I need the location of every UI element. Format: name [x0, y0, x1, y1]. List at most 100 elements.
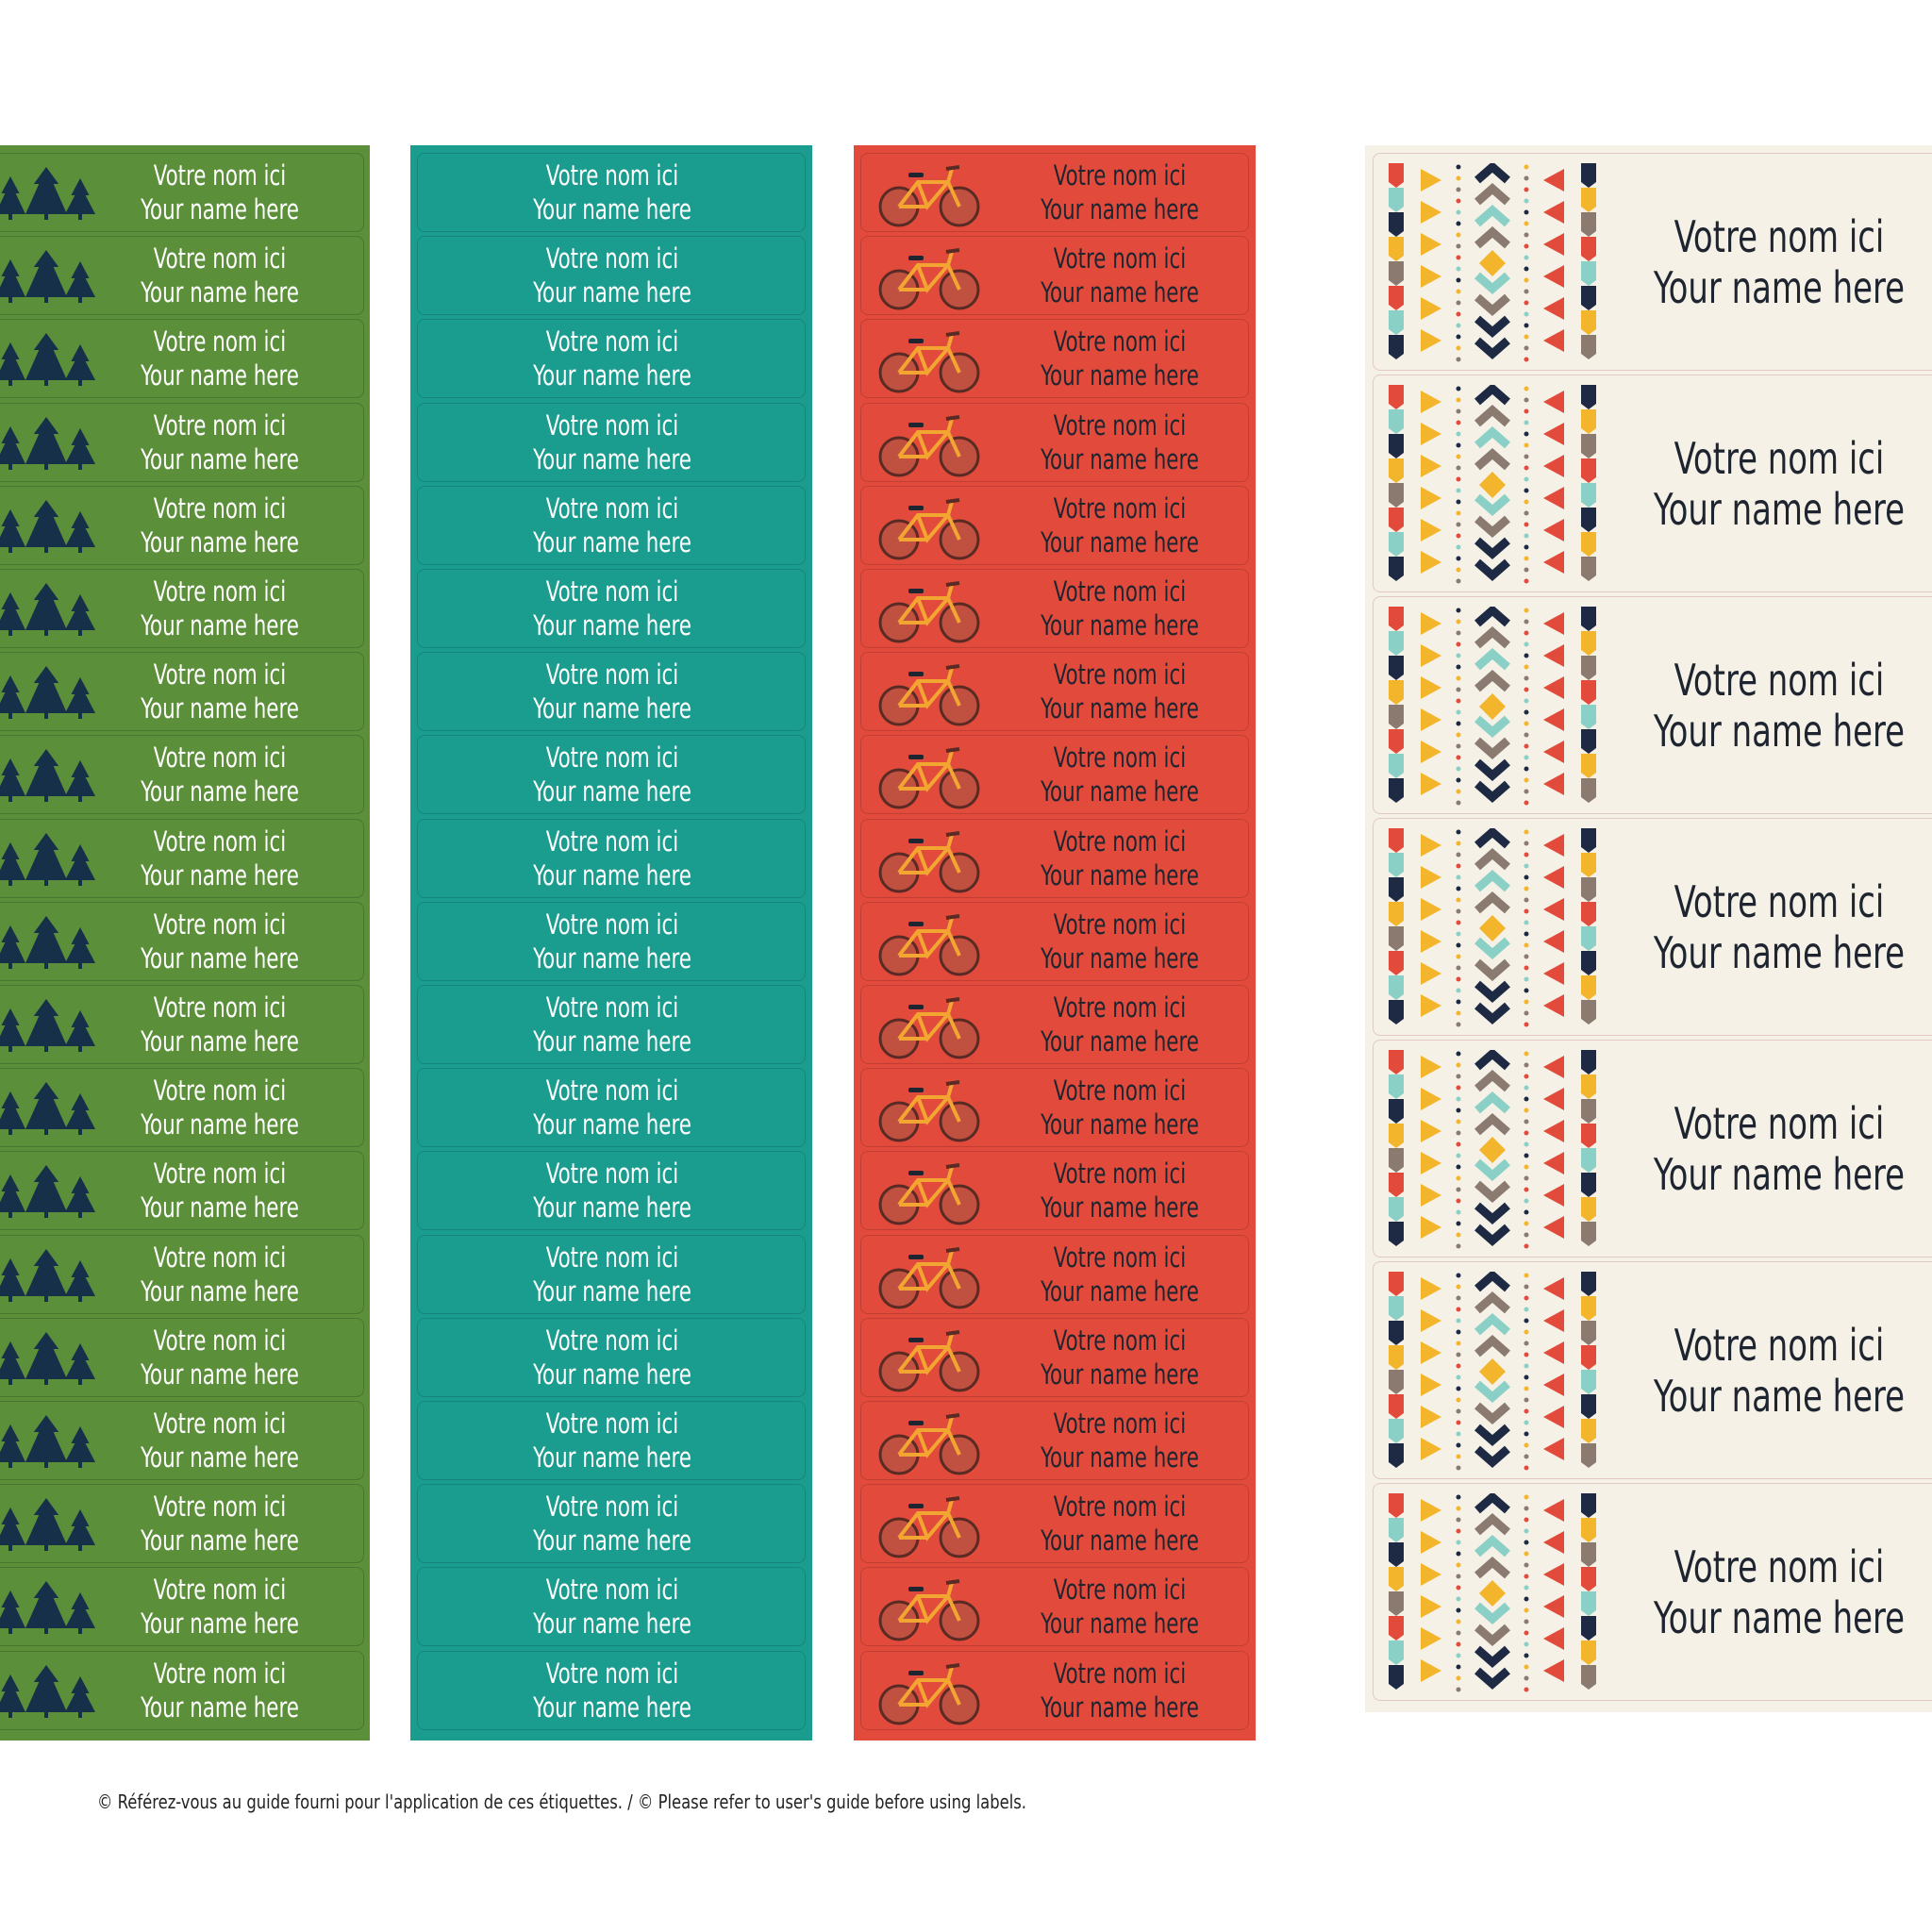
- label-text: Votre nom ici Your name here: [119, 1652, 320, 1729]
- label-icon: [878, 414, 980, 477]
- name-label: Votre nom ici Your name here: [417, 1567, 806, 1647]
- label-line-fr: Votre nom ici: [1053, 658, 1187, 691]
- label-line-en: Your name here: [1041, 1690, 1199, 1724]
- label-line-en: Your name here: [1653, 1148, 1906, 1200]
- label-text: Votre nom ici Your name here: [1648, 1041, 1911, 1257]
- label-icon: [0, 749, 95, 803]
- name-label: Votre nom ici Your name here: [0, 818, 364, 898]
- label-line-en: Your name here: [141, 1025, 299, 1058]
- label-text: Votre nom ici Your name here: [119, 1152, 320, 1229]
- label-line-en: Your name here: [141, 1524, 299, 1557]
- label-icon: [878, 1579, 980, 1641]
- label-text: Votre nom ici Your name here: [1001, 1652, 1240, 1729]
- label-icon: [0, 1581, 95, 1635]
- label-line-fr: Votre nom ici: [545, 1241, 679, 1274]
- label-text: Votre nom ici Your name here: [1001, 820, 1240, 897]
- label-icon: [878, 1329, 980, 1392]
- label-text: Votre nom ici Your name here: [453, 1485, 772, 1562]
- label-line-en: Your name here: [533, 525, 691, 558]
- label-text: Votre nom ici Your name here: [453, 1319, 772, 1396]
- name-label: Votre nom ici Your name here: [417, 319, 806, 399]
- name-label: Votre nom ici Your name here: [1373, 1261, 1932, 1479]
- label-icon: [0, 583, 95, 636]
- label-icon: [0, 250, 95, 304]
- label-line-en: Your name here: [533, 692, 691, 725]
- label-line-fr: Votre nom ici: [153, 491, 287, 525]
- label-text: Votre nom ici Your name here: [453, 903, 772, 980]
- label-icon: [0, 832, 95, 886]
- label-icon: [878, 165, 980, 227]
- label-line-fr: Votre nom ici: [1053, 575, 1187, 608]
- label-line-fr: Votre nom ici: [153, 242, 287, 275]
- label-line-fr: Votre nom ici: [1053, 325, 1187, 358]
- label-text: Votre nom ici Your name here: [119, 820, 320, 897]
- label-text: Votre nom ici Your name here: [453, 1568, 772, 1645]
- name-label: Votre nom ici Your name here: [860, 1401, 1249, 1480]
- label-icon: [878, 747, 980, 809]
- label-icon: [0, 499, 95, 553]
- label-line-en: Your name here: [141, 1607, 299, 1641]
- label-line-en: Your name here: [533, 941, 691, 974]
- label-icon: [878, 581, 980, 643]
- label-line-fr: Votre nom ici: [545, 1407, 679, 1440]
- name-label: Votre nom ici Your name here: [417, 153, 806, 232]
- label-line-en: Your name here: [141, 1441, 299, 1474]
- label-line-en: Your name here: [1041, 1025, 1199, 1058]
- label-line-en: Your name here: [533, 1108, 691, 1141]
- name-label: Votre nom ici Your name here: [860, 402, 1249, 482]
- label-text: Votre nom ici Your name here: [453, 820, 772, 897]
- label-icon: [0, 1165, 95, 1219]
- label-line-en: Your name here: [141, 193, 299, 225]
- label-text: Votre nom ici Your name here: [119, 736, 320, 813]
- label-icon: [0, 1082, 95, 1136]
- label-icon: [878, 830, 980, 893]
- label-line-fr: Votre nom ici: [1674, 210, 1885, 262]
- label-text: Votre nom ici Your name here: [1001, 903, 1240, 980]
- label-line-en: Your name here: [1041, 359, 1199, 392]
- label-line-fr: Votre nom ici: [1674, 1541, 1885, 1592]
- name-label: Votre nom ici Your name here: [0, 402, 364, 482]
- label-text: Votre nom ici Your name here: [119, 1568, 320, 1645]
- name-label: Votre nom ici Your name here: [860, 1484, 1249, 1564]
- label-line-fr: Votre nom ici: [153, 908, 287, 941]
- label-text: Votre nom ici Your name here: [1001, 653, 1240, 730]
- label-text: Votre nom ici Your name here: [119, 1485, 320, 1562]
- label-text: Votre nom ici Your name here: [1001, 1069, 1240, 1146]
- name-label: Votre nom ici Your name here: [860, 985, 1249, 1064]
- label-sheet-trees: Votre nom ici Your name here Votre nom ici…: [0, 145, 370, 1740]
- label-line-en: Your name here: [1653, 1370, 1906, 1422]
- name-label: Votre nom ici Your name here: [860, 735, 1249, 815]
- label-icon: [878, 331, 980, 393]
- label-line-fr: Votre nom ici: [1053, 491, 1187, 525]
- label-line-fr: Votre nom ici: [545, 325, 679, 358]
- label-text: Votre nom ici Your name here: [1001, 487, 1240, 564]
- label-line-fr: Votre nom ici: [1053, 1574, 1187, 1607]
- label-icon: [0, 1248, 95, 1302]
- label-line-en: Your name here: [533, 1607, 691, 1641]
- name-label: Votre nom ici Your name here: [0, 485, 364, 565]
- label-line-fr: Votre nom ici: [153, 1241, 287, 1274]
- name-label: Votre nom ici Your name here: [417, 1650, 806, 1730]
- label-icon: [878, 1080, 980, 1142]
- label-text: Votre nom ici Your name here: [1001, 1568, 1240, 1645]
- label-line-en: Your name here: [141, 1108, 299, 1141]
- label-line-fr: Votre nom ici: [1053, 1158, 1187, 1191]
- label-line-en: Your name here: [141, 941, 299, 974]
- name-label: Votre nom ici Your name here: [417, 236, 806, 316]
- label-text: Votre nom ici Your name here: [1648, 819, 1911, 1035]
- name-label: Votre nom ici Your name here: [860, 1068, 1249, 1148]
- label-line-fr: Votre nom ici: [153, 1657, 287, 1690]
- label-icon: [878, 913, 980, 976]
- name-label: Votre nom ici Your name here: [417, 901, 806, 981]
- label-line-en: Your name here: [1041, 1607, 1199, 1641]
- label-text: Votre nom ici Your name here: [1001, 1152, 1240, 1229]
- label-line-fr: Votre nom ici: [153, 1574, 287, 1607]
- label-line-fr: Votre nom ici: [153, 991, 287, 1024]
- footer-note: © Référez-vous au guide fourni pour l'ap…: [97, 1790, 1027, 1813]
- label-line-fr: Votre nom ici: [1674, 1097, 1885, 1149]
- label-text: Votre nom ici Your name here: [1001, 1402, 1240, 1479]
- name-label: Votre nom ici Your name here: [0, 319, 364, 399]
- name-label: Votre nom ici Your name here: [860, 236, 1249, 316]
- name-label: Votre nom ici Your name here: [860, 153, 1249, 232]
